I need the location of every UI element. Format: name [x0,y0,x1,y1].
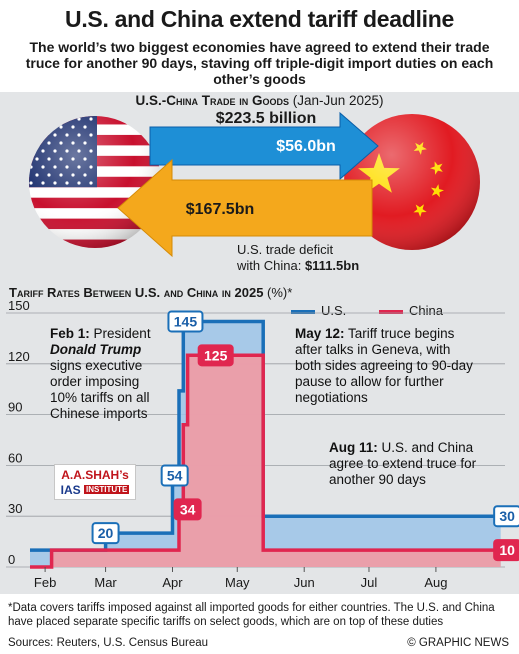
logo-ias: IAS [60,482,81,497]
annotation-may-text: Tariff truce begins after talks in Genev… [295,326,473,405]
svg-text:20: 20 [98,525,114,541]
y-tick-label: 120 [8,349,30,364]
data-label: 125 [197,344,234,367]
us-export-arrow [149,111,379,181]
y-tick-label: 60 [8,450,22,465]
annotation-feb-date: Feb 1: [50,326,90,341]
svg-text:125: 125 [204,347,228,363]
legend-us-label: U.S. [321,303,347,318]
footnote: *Data covers tariffs imposed against all… [8,602,495,628]
annotation-feb-name: Donald Trump [50,342,142,357]
annotation-may: May 12: Tariff truce begins after talks … [295,326,475,406]
data-label: 10 [493,539,519,562]
institute-logo: A.A.SHAH’s IAS INSTITUTE [54,464,136,500]
annotation-aug-date: Aug 11: [329,440,378,455]
y-tick-label: 0 [8,552,15,567]
logo-line1: A.A.SHAH’s [61,468,129,482]
deficit-label: with China: [237,258,302,273]
sources: Sources: Reuters, U.S. Census Bureau [8,637,209,649]
svg-text:34: 34 [180,501,196,517]
svg-text:30: 30 [499,508,515,524]
trade-heading-label: U.S.-China Trade in Goods [135,93,289,108]
y-tick-label: 150 [8,298,30,313]
china-export-arrow [117,158,373,258]
x-tick-label: Jun [294,575,315,590]
x-tick-label: Feb [34,575,56,590]
data-label: 145 [167,310,204,333]
annotation-feb: Feb 1: President Donald Trump signs exec… [50,326,170,422]
annotation-feb-text-b: signs executive order imposing 10% tarif… [50,358,150,421]
page-subtitle: The world’s two biggest economies have a… [25,39,494,87]
page-title: U.S. and China extend tariff deadline [65,6,454,32]
deficit-text: U.S. trade deficit [237,242,334,257]
chart-title: Tariff Rates Between U.S. and China in 2… [9,285,292,300]
deficit-value: $111.5bn [304,258,360,273]
annotation-aug: Aug 11: U.S. and China agree to extend t… [329,440,489,488]
x-tick-label: May [225,575,250,590]
svg-text:54: 54 [167,468,183,484]
y-tick-label: 90 [8,400,22,415]
logo-line2: IAS INSTITUTE [55,482,135,497]
x-tick-label: Jul [361,575,378,590]
legend-us-swatch [291,310,315,314]
x-tick-label: Mar [94,575,117,590]
trade-total: $223.5 billion [215,110,317,127]
annotation-feb-text-a: President [93,326,151,341]
svg-text:10: 10 [499,542,515,558]
us-export-value: $56.0bn [276,138,336,155]
china-export-value: $167.5bn [186,201,254,218]
credit: © GRAPHIC NEWS [407,637,509,649]
data-label: 30 [493,505,519,528]
x-tick-label: Apr [162,575,183,590]
data-label: 34 [173,498,202,521]
annotation-may-date: May 12: [295,326,345,341]
logo-institute: INSTITUTE [84,484,130,494]
y-tick-label: 30 [8,501,22,516]
annotation-aug-text: U.S. and China agree to extend truce for… [329,440,477,487]
trade-deficit: U.S. trade deficit with China: $111.5bn [237,242,359,274]
legend-china-swatch [379,310,403,314]
trade-heading: U.S.-China Trade in Goods (Jan-Jun 2025) [0,93,519,108]
x-tick-label: Aug [424,575,447,590]
legend-china-label: China [409,303,443,318]
chart-title-text: Tariff Rates Between U.S. and China in 2… [9,285,264,300]
deficit-line: with China: $111.5bn [237,258,359,274]
chart-unit: (%)* [267,285,293,300]
data-label: 54 [160,464,189,487]
trade-heading-period: (Jan-Jun 2025) [292,93,384,108]
data-label: 20 [91,522,120,545]
svg-text:145: 145 [174,313,198,329]
